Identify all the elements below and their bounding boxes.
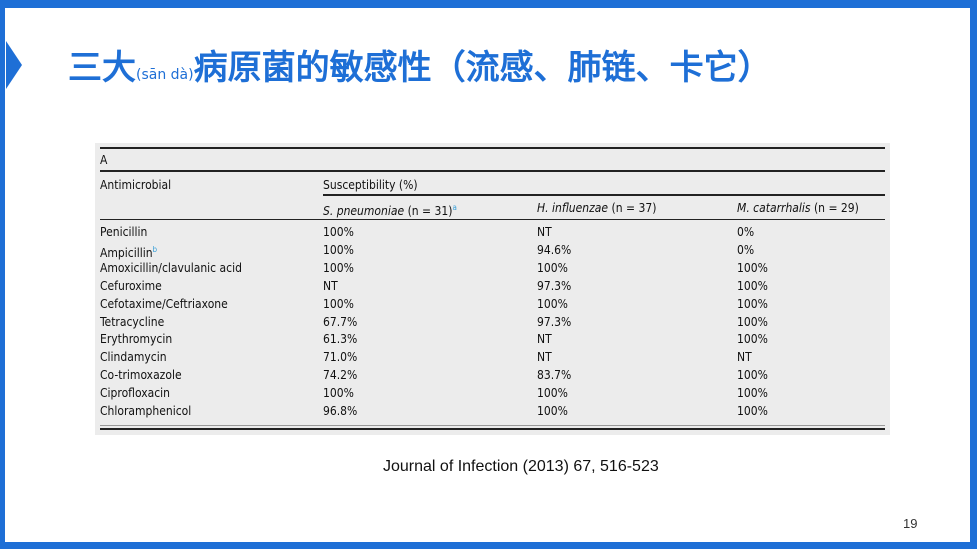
organism-name: S. pneumoniae — [323, 204, 405, 218]
drug-name: Ciprofloxacin — [100, 386, 170, 400]
susceptibility-value: 100% — [537, 296, 568, 311]
susceptibility-value: 100% — [323, 296, 354, 311]
drug-name: Cefuroxime — [100, 279, 162, 293]
table-rule — [100, 428, 885, 430]
table-label: A — [100, 153, 108, 167]
susceptibility-value: NT — [323, 278, 338, 293]
drug-label: Erythromycin — [100, 332, 173, 347]
group-header-susceptibility: Susceptibility (%) — [323, 178, 418, 192]
drug-name: Clindamycin — [100, 350, 167, 364]
susceptibility-value: 100% — [737, 278, 768, 293]
table-rule — [100, 425, 885, 426]
drug-label: Penicillin — [100, 225, 148, 239]
susceptibility-value: 74.2% — [323, 368, 358, 383]
susceptibility-value: 100% — [323, 225, 354, 239]
table-rule — [100, 219, 885, 220]
susceptibility-value: 100% — [323, 386, 354, 401]
slide-title: 三大(sān dà)病原菌的敏感性（流感、肺链、卡它） — [68, 46, 772, 97]
susceptibility-value: 100% — [537, 404, 568, 418]
drug-label: Tetracycline — [100, 314, 165, 329]
organism-n: (n = 37) — [611, 201, 657, 215]
susceptibility-value: 100% — [537, 260, 568, 275]
susceptibility-value: 71.0% — [323, 350, 358, 365]
susceptibility-value: 100% — [737, 314, 768, 329]
drug-name: Chloramphenicol — [100, 404, 191, 418]
footnote-mark: b — [152, 244, 158, 254]
footnote-mark: a — [452, 203, 457, 212]
susceptibility-value: NT — [537, 350, 552, 365]
susceptibility-value: 96.8% — [323, 404, 358, 418]
susceptibility-value: 94.6% — [537, 242, 572, 257]
organism-header: M. catarrhalis (n = 29) — [737, 201, 859, 215]
drug-name: Ampicillinb — [100, 243, 157, 260]
susceptibility-value: 100% — [737, 332, 768, 347]
table-rule — [100, 147, 885, 149]
susceptibility-value: NT — [537, 225, 552, 239]
organism-header: S. pneumoniae (n = 31)a — [323, 201, 457, 218]
title-marker-icon — [6, 41, 22, 89]
drug-label: Chloramphenicol — [100, 404, 192, 418]
title-part: 病原菌的敏感性（流感、肺链、卡它） — [193, 48, 772, 88]
table-rule — [100, 170, 885, 172]
organism-name: M. catarrhalis — [737, 201, 811, 215]
title-part: 三大 — [68, 48, 136, 88]
susceptibility-value: 97.3% — [537, 278, 572, 293]
susceptibility-value: 83.7% — [537, 368, 572, 383]
drug-label: Co-trimoxazole — [100, 368, 182, 383]
organism-n: (n = 29) — [813, 201, 859, 215]
organism-header: H. influenzae (n = 37) — [537, 201, 656, 215]
drug-label: Cefotaxime/Ceftriaxone — [100, 296, 228, 311]
drug-label: Cefuroxime — [100, 278, 162, 293]
susceptibility-value: 100% — [737, 260, 768, 275]
susceptibility-value: 100% — [323, 242, 354, 257]
citation: Journal of Infection (2013) 67, 516-523 — [383, 458, 659, 475]
susceptibility-value: 0% — [737, 225, 755, 239]
susceptibility-value: 100% — [737, 404, 768, 418]
organism-name: H. influenzae — [537, 201, 609, 215]
susceptibility-value: 100% — [737, 368, 768, 383]
susceptibility-value: 67.7% — [323, 314, 358, 329]
susceptibility-value: 100% — [323, 260, 354, 275]
drug-name: Penicillin — [100, 225, 147, 239]
page-number: 19 — [903, 516, 918, 531]
table-rule — [323, 194, 885, 196]
susceptibility-value: 100% — [537, 386, 568, 401]
organism-n: (n = 31) — [407, 204, 453, 218]
susceptibility-value: 61.3% — [323, 332, 358, 347]
susceptibility-value: 0% — [737, 242, 755, 257]
drug-label: Ciprofloxacin — [100, 386, 170, 401]
susceptibility-value: 97.3% — [537, 314, 572, 329]
drug-name: Tetracycline — [100, 315, 164, 329]
drug-name: Cefotaxime/Ceftriaxone — [100, 297, 228, 311]
title-pinyin: (sān dà) — [136, 67, 194, 83]
drug-label: Amoxicillin/clavulanic acid — [100, 260, 242, 275]
drug-name: Amoxicillin/clavulanic acid — [100, 261, 242, 275]
column-header-antimicrobial: Antimicrobial — [100, 178, 172, 192]
drug-label: Clindamycin — [100, 350, 167, 365]
drug-name: Co-trimoxazole — [100, 368, 182, 382]
susceptibility-value: 100% — [737, 386, 768, 401]
susceptibility-value: NT — [537, 332, 552, 347]
susceptibility-value: NT — [737, 350, 752, 365]
drug-name: Erythromycin — [100, 332, 172, 346]
drug-label: Ampicillin — [100, 245, 153, 260]
susceptibility-value: 100% — [737, 296, 768, 311]
susceptibility-table: A Antimicrobial Susceptibility (%) S. pn… — [95, 143, 890, 435]
